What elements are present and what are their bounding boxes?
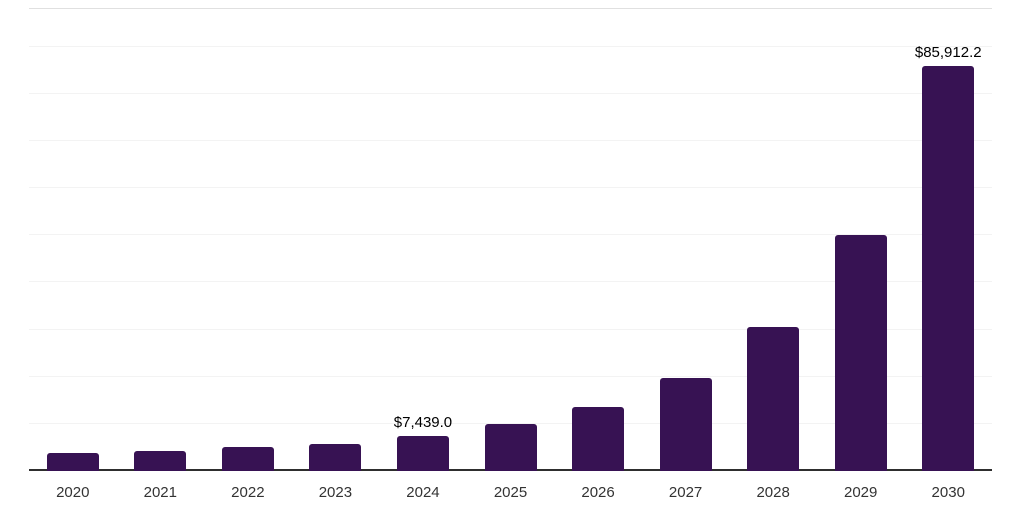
gridline-20000 [29,375,992,377]
gridline-80000 [29,92,992,94]
gridline-40000 [29,281,992,283]
x-tick-2029: 2029 [844,484,878,501]
bar-2030 [922,66,975,471]
x-tick-2022: 2022 [231,484,265,501]
x-tick-2030: 2030 [931,484,965,501]
x-tick-2028: 2028 [756,484,790,501]
gridline-60000 [29,187,992,189]
x-axis-tick-labels: 2020 2021 2022 2023 2024 2025 2026 2027 2028 2029… [29,482,992,504]
bar-2021 [134,451,187,471]
gridline-10000 [29,422,992,424]
value-label-2024: $7,439.0 [393,414,453,431]
x-tick-2026: 2026 [581,484,615,501]
x-tick-2024: 2024 [406,484,440,501]
bar-2028 [747,327,800,471]
gridline-70000 [29,140,992,141]
x-tick-2023: 2023 [318,484,353,501]
bar-2023 [309,444,362,471]
bar-2024 [396,436,449,471]
gridline-90000 [29,45,992,47]
bar-2020 [46,453,99,471]
gridline-30000 [29,328,992,330]
bar-2029 [834,235,887,471]
x-tick-2020: 2020 [56,484,90,501]
bar-2027 [659,378,712,471]
gridline-50000 [29,234,992,236]
x-tick-2027: 2027 [668,484,703,501]
x-tick-2025: 2025 [493,484,528,501]
bar-2025 [484,424,537,471]
bar-2022 [221,447,274,471]
x-tick-2021: 2021 [143,484,177,501]
value-label-2030: $85,912.2 [914,44,982,61]
bar-2026 [572,407,625,471]
plot-area: $7,439.0 $85,912.2 [29,8,992,471]
